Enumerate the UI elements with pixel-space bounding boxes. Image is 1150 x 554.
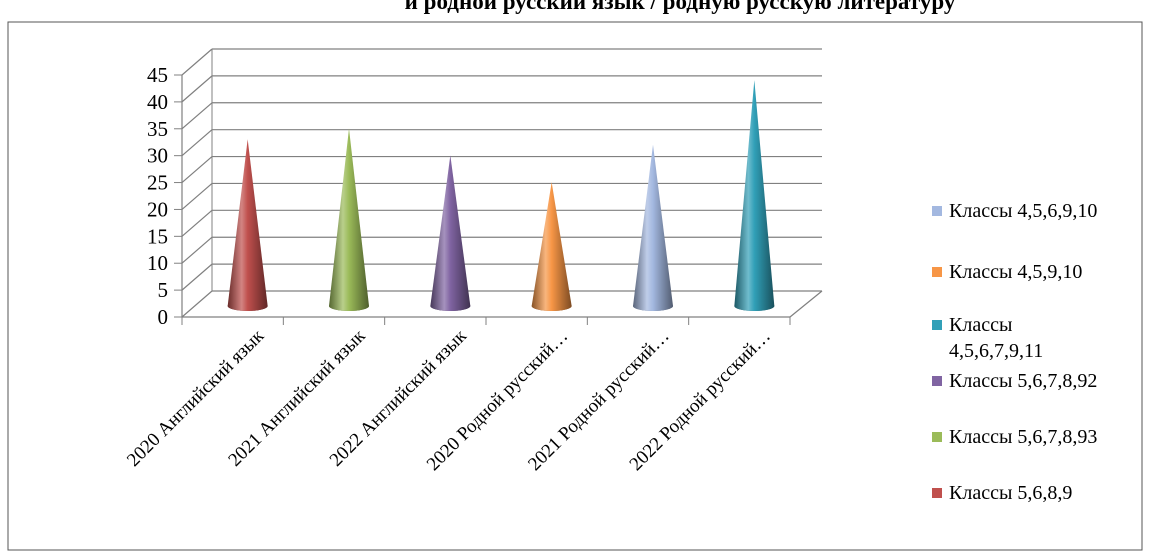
gridline — [181, 48, 822, 76]
gridline-side — [181, 156, 213, 184]
y-tick-label: 35 — [147, 117, 168, 141]
y-tick-label: 20 — [147, 197, 168, 221]
gridline — [181, 290, 822, 318]
gridline — [181, 182, 822, 210]
gridline-side — [181, 263, 213, 291]
y-tick-label: 15 — [147, 224, 168, 248]
gridline-side — [181, 209, 213, 237]
y-tick-label: 5 — [158, 278, 169, 302]
legend-item: Классы 4,5,6,9,10 — [932, 198, 1150, 224]
grid — [181, 48, 823, 318]
cone-bar — [734, 80, 775, 311]
gridline-side — [181, 129, 213, 157]
cone-body — [227, 139, 268, 311]
cone-body — [430, 155, 471, 311]
legend-label: Классы 4,5,6,7,9,11 — [949, 314, 1044, 362]
legend-label: Классы 5,6,8,9 — [949, 482, 1073, 504]
gridline-side — [181, 236, 213, 264]
gridline-side — [181, 290, 213, 318]
legend-label: Классы 4,5,9,10 — [949, 261, 1083, 283]
legend-label: Классы 5,6,7,8,93 — [949, 426, 1098, 448]
cone-body — [734, 80, 775, 311]
legend-item: Классы 4,5,9,10 — [932, 259, 1150, 285]
chart-border — [7, 21, 1143, 551]
axes — [174, 74, 791, 325]
legend-item: Классы 5,6,8,9 — [932, 480, 1150, 506]
y-tick-label: 0 — [158, 305, 169, 329]
gridline-side — [181, 102, 213, 130]
cone-body — [531, 182, 572, 311]
cone-body — [633, 144, 673, 311]
chart-title: и родной русский язык / родную русскую л… — [404, 0, 956, 14]
legend-swatch — [932, 432, 942, 442]
gridline — [181, 263, 822, 291]
cone-bar — [633, 144, 673, 311]
y-tick-label: 45 — [147, 63, 168, 87]
gridline-side — [181, 182, 213, 210]
cone-bar — [227, 139, 268, 311]
legend-item: Классы 5,6,7,8,93 — [932, 424, 1150, 450]
y-tick-label: 30 — [147, 144, 168, 168]
legend-swatch — [932, 488, 942, 498]
legend-item: Классы 5,6,7,8,92 — [932, 368, 1150, 394]
legend-label: Классы 5,6,7,8,92 — [949, 370, 1098, 392]
gridline — [181, 75, 822, 103]
floor-right-edge — [789, 290, 823, 318]
y-tick-label: 40 — [147, 90, 168, 114]
legend-swatch — [932, 267, 942, 277]
gridline — [181, 129, 822, 157]
gridline-side — [181, 48, 213, 76]
cone-bar — [531, 182, 572, 311]
gridline — [181, 102, 822, 130]
gridline — [181, 236, 822, 264]
legend-swatch — [932, 320, 942, 330]
legend-swatch — [932, 376, 942, 386]
cone-bar — [430, 155, 471, 311]
gridline — [181, 209, 822, 237]
y-tick-label: 25 — [147, 171, 168, 195]
legend-label: Классы 4,5,6,9,10 — [949, 200, 1098, 222]
cone-bar — [329, 128, 369, 311]
gridline — [181, 155, 822, 184]
cones — [227, 80, 775, 311]
legend-swatch — [932, 206, 942, 216]
gridline-side — [181, 75, 213, 103]
legend-item: Классы 4,5,6,7,9,11 — [932, 312, 1150, 364]
cone-body — [329, 128, 369, 311]
y-tick-label: 10 — [147, 251, 168, 275]
